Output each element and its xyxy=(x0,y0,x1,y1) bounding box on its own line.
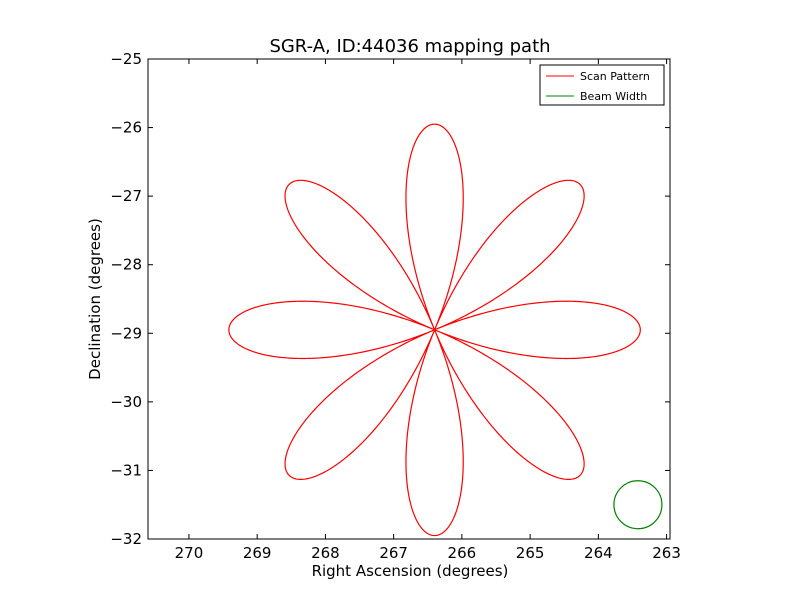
y-tick-label: −32 xyxy=(110,530,142,548)
beam-width-circle xyxy=(613,480,663,530)
y-axis-label: Declination (degrees) xyxy=(86,218,104,380)
y-tick-label: −27 xyxy=(110,187,142,205)
chart-title: SGR-A, ID:44036 mapping path xyxy=(269,36,550,57)
y-tick-label: −25 xyxy=(110,50,142,68)
x-tick-label: 269 xyxy=(243,544,272,562)
plot-area xyxy=(147,58,671,540)
x-tick-label: 266 xyxy=(448,544,477,562)
x-tick-label: 263 xyxy=(652,544,681,562)
y-tick-label: −26 xyxy=(110,119,142,137)
legend: Scan Pattern Beam Width xyxy=(539,64,665,106)
x-tick-label: 270 xyxy=(175,544,204,562)
x-axis-label: Right Ascension (degrees) xyxy=(312,562,509,580)
y-tick-label: −31 xyxy=(110,461,142,479)
y-tick-label: −29 xyxy=(110,324,142,342)
x-tick-label: 268 xyxy=(311,544,340,562)
x-axis: 270 269 268 267 266 265 264 263 xyxy=(175,59,681,562)
x-tick-label: 267 xyxy=(379,544,408,562)
axes-frame xyxy=(147,58,671,540)
y-tick-label: −30 xyxy=(110,393,142,411)
y-axis: −25 −26 −27 −28 −29 −30 −31 −32 xyxy=(110,50,670,548)
y-tick-label: −28 xyxy=(110,256,142,274)
x-tick-label: 265 xyxy=(516,544,545,562)
legend-label-beam-width: Beam Width xyxy=(580,90,647,103)
x-tick-label: 264 xyxy=(584,544,613,562)
series-layer xyxy=(228,123,663,537)
legend-label-scan-pattern: Scan Pattern xyxy=(580,70,650,83)
legend-box xyxy=(539,64,665,106)
scan-pattern-line xyxy=(228,123,641,537)
